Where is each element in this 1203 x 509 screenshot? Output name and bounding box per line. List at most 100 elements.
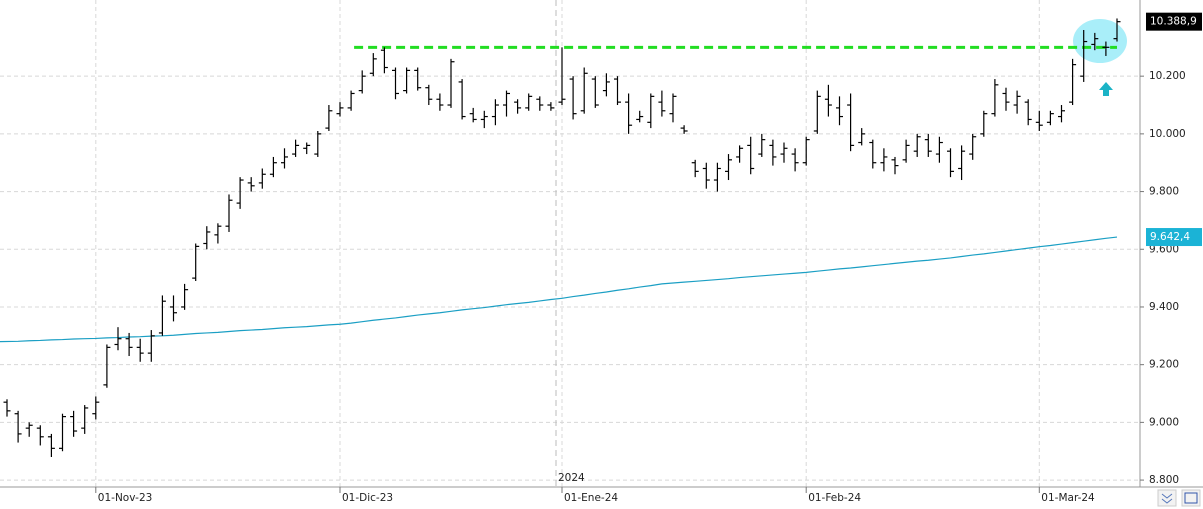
ohlc-bar	[824, 84, 832, 117]
moving-average-line	[0, 236, 1118, 343]
ohlc-bar	[347, 90, 355, 111]
price-box	[1146, 12, 1202, 31]
x-tick-label: 01-Mar-24	[1041, 492, 1095, 504]
ohlc-bar	[813, 90, 821, 134]
ohlc-bar	[736, 145, 744, 163]
price-box-label: 9.642,4	[1150, 231, 1190, 243]
year-label: 2024	[558, 472, 585, 484]
ohlc-bar	[480, 110, 488, 129]
ohlc-bar	[980, 110, 988, 137]
y-tick-label: 9.400	[1149, 301, 1179, 313]
save-button[interactable]	[1181, 489, 1201, 507]
ohlc-bar	[958, 145, 966, 181]
ohlc-bar	[1069, 58, 1077, 106]
ohlc-bar	[869, 139, 877, 169]
ohlc-bar	[713, 162, 721, 192]
x-tick-label: 01-Dic-23	[342, 492, 393, 504]
ohlc-bar	[59, 413, 66, 452]
ohlc-bar	[891, 156, 899, 175]
ohlc-bar	[935, 136, 943, 163]
ohlc-bar	[236, 177, 244, 209]
ohlc-bar	[181, 283, 189, 310]
ohlc-bar	[25, 422, 33, 437]
ohlc-bar	[269, 156, 277, 178]
ohlc-bar	[1035, 110, 1043, 131]
y-tick-label: 10.200	[1149, 70, 1186, 82]
ohlc-bar	[636, 110, 644, 123]
ohlc-bar	[847, 93, 855, 152]
ohlc-bar	[203, 226, 211, 250]
ohlc-bar	[913, 133, 921, 157]
ohlc-bar	[425, 84, 433, 106]
ohlc-bar	[358, 70, 366, 94]
ohlc-bar	[114, 327, 122, 351]
ohlc-bar	[880, 148, 888, 172]
y-tick-label: 10.000	[1149, 128, 1186, 140]
y-tick-label: 9.800	[1149, 186, 1179, 198]
x-tick-label: 01-Nov-23	[98, 492, 153, 504]
ohlc-bar	[747, 136, 755, 175]
ohlc-bar	[314, 130, 322, 157]
ohlc-bar	[1013, 90, 1021, 114]
ohlc-bar	[47, 433, 55, 457]
y-tick-label: 9.000	[1149, 416, 1179, 428]
ohlc-bar	[158, 295, 166, 336]
ohlc-bar	[758, 133, 766, 157]
ohlc-bar	[136, 338, 144, 362]
ohlc-bar	[247, 177, 255, 192]
ohlc-bar	[1113, 18, 1121, 42]
ohlc-bar	[192, 243, 200, 282]
ohlc-bar	[81, 405, 89, 434]
ohlc-bar	[1080, 30, 1088, 82]
ohlc-bar	[36, 425, 44, 446]
ohlc-bar	[503, 90, 510, 117]
ohlc-bar	[924, 133, 932, 157]
ohlc-bar	[947, 148, 954, 178]
x-tick-label: 01-Feb-24	[808, 492, 861, 504]
ohlc-bar	[458, 79, 466, 120]
y-tick-label: 8.800	[1149, 474, 1179, 486]
ohlc-bar	[281, 148, 288, 169]
ohlc-bar	[380, 47, 388, 74]
ohlc-bar	[292, 139, 300, 157]
ohlc-bar	[569, 76, 577, 120]
ohlc-bar	[125, 332, 133, 357]
ohlc-bar	[969, 133, 977, 160]
ohlc-bar	[491, 99, 499, 126]
ohlc-bar	[70, 410, 78, 437]
ohlc-bar	[1058, 105, 1065, 123]
ohlc-bar	[725, 154, 732, 181]
price-box	[1146, 228, 1202, 247]
ohlc-bar	[647, 93, 655, 129]
ohlc-bar	[902, 139, 910, 163]
ohlc-bar	[103, 344, 111, 388]
ohlc-bar	[836, 96, 843, 126]
ohlc-bar	[436, 93, 444, 111]
x-tick-label: 01-Ene-24	[564, 492, 618, 504]
ohlc-bar	[1046, 110, 1054, 126]
save-icon	[1184, 492, 1198, 504]
ohlc-bar	[680, 125, 688, 134]
ohlc-bar	[14, 410, 22, 443]
ohlc-bar	[258, 168, 266, 189]
ohlc-bar	[669, 93, 677, 123]
scroll-icon	[1161, 493, 1173, 504]
ohlc-bar	[336, 102, 344, 117]
ohlc-bar	[447, 58, 455, 108]
ohlc-bar	[225, 194, 233, 232]
ohlc-bar	[303, 142, 311, 155]
y-tick-label: 9.200	[1149, 359, 1179, 371]
ohlc-bar	[3, 399, 11, 417]
ohlc-bar	[1024, 99, 1032, 126]
ohlc-bar	[403, 67, 411, 94]
ohlc-bar	[1102, 41, 1110, 56]
ohlc-bar	[414, 67, 422, 91]
ohlc-bar	[602, 73, 610, 97]
ohlc-bar	[858, 128, 866, 146]
ohlc-bar	[991, 79, 999, 117]
ohlc-bar	[791, 148, 799, 172]
ohlc-bar	[214, 223, 222, 244]
ohlc-bar	[580, 67, 588, 114]
ohlc-bar	[1091, 32, 1099, 51]
